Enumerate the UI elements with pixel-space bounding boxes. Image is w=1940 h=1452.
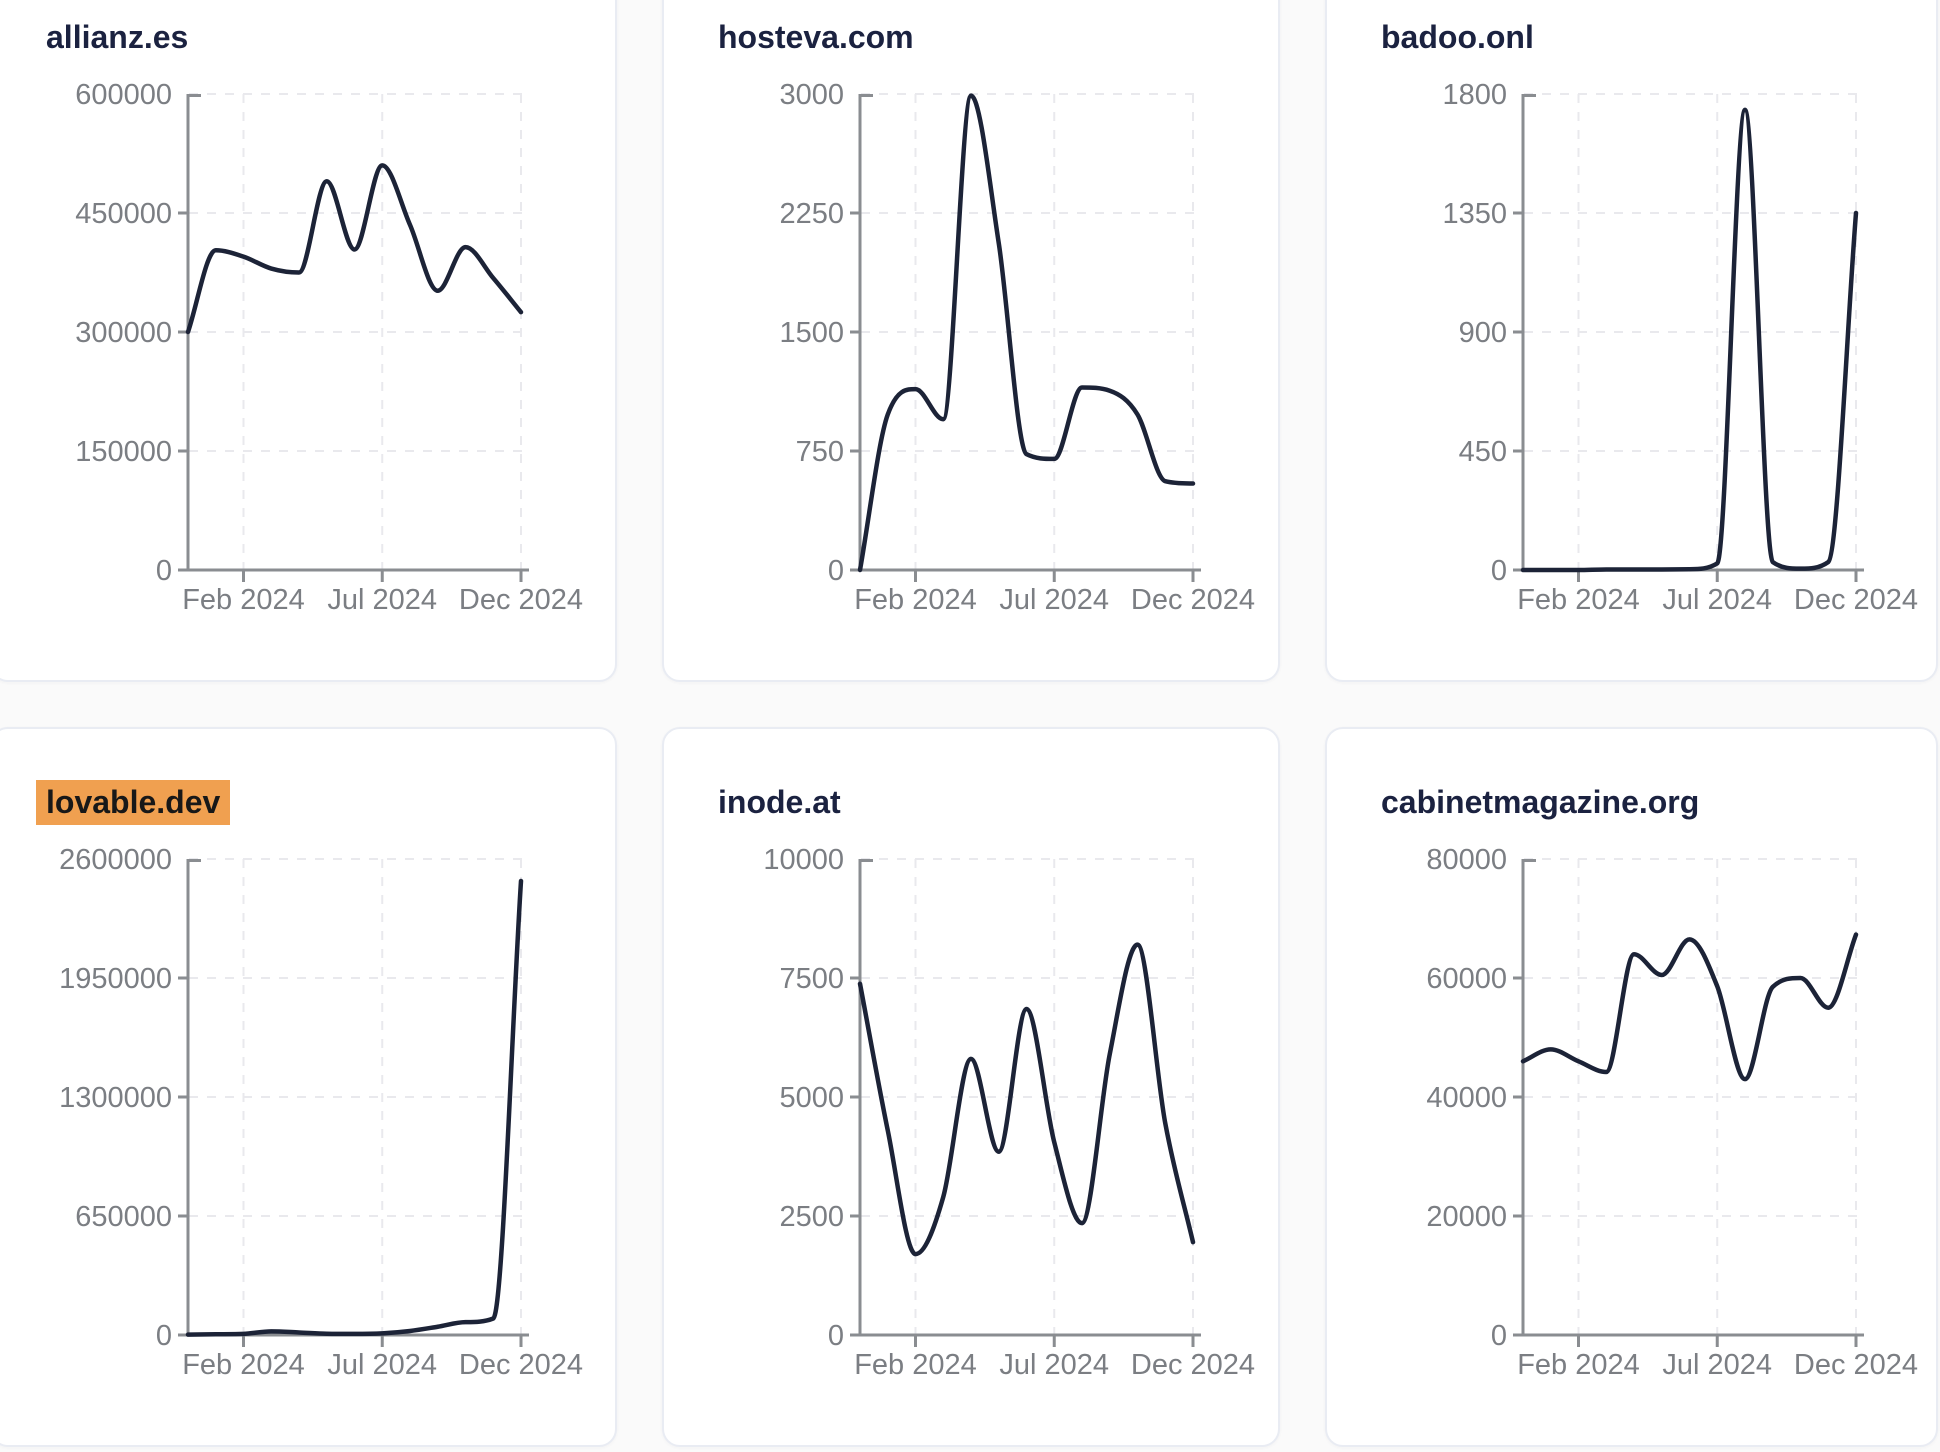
y-tick-label: 40000 bbox=[1426, 1082, 1507, 1114]
series-line bbox=[857, 93, 1196, 573]
x-tick-label: Dec 2024 bbox=[459, 584, 583, 616]
y-tick-label: 2250 bbox=[779, 198, 844, 230]
y-tick-label: 750 bbox=[796, 436, 844, 468]
y-tick-label: 1800 bbox=[1442, 79, 1507, 111]
y-tick-label: 60000 bbox=[1426, 963, 1507, 995]
y-tick-label: 150000 bbox=[75, 436, 172, 468]
chart-card-allianz.es: allianz.es 0 150000 300000 450000 600000 Feb 2… bbox=[0, 0, 617, 682]
chart-svg: 0 2500 5000 7500 10000 Feb 2024 Jul 2024 Dec 20… bbox=[763, 844, 1255, 1381]
x-tick-label: Dec 2024 bbox=[459, 1349, 583, 1381]
x-tick-label: Dec 2024 bbox=[1794, 1349, 1918, 1381]
x-tick-label: Dec 2024 bbox=[1131, 1349, 1255, 1381]
series-line bbox=[1520, 107, 1859, 573]
chart-title[interactable]: allianz.es bbox=[46, 19, 189, 55]
x-tick-label: Feb 2024 bbox=[182, 1349, 305, 1381]
chart-title[interactable]: cabinetmagazine.org bbox=[1381, 784, 1700, 820]
x-tick-label: Feb 2024 bbox=[1517, 584, 1640, 616]
y-tick-label: 80000 bbox=[1426, 844, 1507, 876]
y-tick-label: 2500 bbox=[779, 1201, 844, 1233]
y-tick-label: 1950000 bbox=[59, 963, 172, 995]
y-tick-label: 450000 bbox=[75, 198, 172, 230]
x-tick-label: Jul 2024 bbox=[1662, 584, 1772, 616]
y-tick-label: 10000 bbox=[763, 844, 844, 876]
y-tick-label: 5000 bbox=[779, 1082, 844, 1114]
y-tick-label: 1300000 bbox=[59, 1082, 172, 1114]
x-tick-label: Feb 2024 bbox=[1517, 1349, 1640, 1381]
x-tick-label: Jul 2024 bbox=[999, 584, 1109, 616]
y-tick-label: 650000 bbox=[75, 1201, 172, 1233]
y-tick-label: 0 bbox=[1491, 1320, 1507, 1352]
y-tick-label: 3000 bbox=[779, 79, 844, 111]
series-line bbox=[185, 878, 524, 1337]
x-tick-label: Jul 2024 bbox=[327, 1349, 437, 1381]
chart-title[interactable]: inode.at bbox=[718, 784, 841, 820]
y-tick-label: 7500 bbox=[779, 963, 844, 995]
y-tick-label: 1500 bbox=[779, 317, 844, 349]
chart-svg: 0 20000 40000 60000 80000 Feb 2024 Jul 2024 Dec… bbox=[1426, 844, 1918, 1381]
chart-svg: 0 450 900 1350 1800 Feb 2024 Jul 2024 Dec 2024 bbox=[1442, 79, 1918, 616]
y-tick-label: 2600000 bbox=[59, 844, 172, 876]
x-tick-label: Jul 2024 bbox=[327, 584, 437, 616]
chart-svg: 0 150000 300000 450000 600000 Feb 2024 Jul 202… bbox=[75, 79, 583, 616]
y-tick-label: 0 bbox=[828, 1320, 844, 1352]
chart-card-cabinetmagazine.org: cabinetmagazine.org 0 20000 40000 60000 80000… bbox=[1325, 727, 1938, 1447]
x-tick-label: Jul 2024 bbox=[999, 1349, 1109, 1381]
y-tick-label: 450 bbox=[1459, 436, 1507, 468]
series-line bbox=[185, 163, 524, 335]
x-tick-label: Feb 2024 bbox=[854, 584, 977, 616]
y-tick-label: 0 bbox=[828, 555, 844, 587]
title-highlight: lovable.dev bbox=[36, 780, 231, 825]
series-line bbox=[1520, 932, 1859, 1082]
y-tick-label: 900 bbox=[1459, 317, 1507, 349]
y-tick-label: 1350 bbox=[1442, 198, 1507, 230]
x-tick-label: Feb 2024 bbox=[854, 1349, 977, 1381]
chart-title[interactable]: lovable.dev bbox=[36, 780, 231, 825]
y-tick-label: 300000 bbox=[75, 317, 172, 349]
chart-card-inode.at: inode.at 0 2500 5000 7500 10000 Feb 2024 Jul 20… bbox=[662, 727, 1280, 1447]
x-tick-label: Feb 2024 bbox=[182, 584, 305, 616]
chart-svg: 0 750 1500 2250 3000 Feb 2024 Jul 2024 Dec 2024 bbox=[779, 79, 1255, 616]
chart-card-lovable.dev: lovable.dev 0 650000 1300000 1950000 2600000 F… bbox=[0, 727, 617, 1447]
chart-card-badoo.onl: badoo.onl 0 450 900 1350 1800 Feb 2024 Jul 2024… bbox=[1325, 0, 1938, 682]
y-tick-label: 0 bbox=[156, 1320, 172, 1352]
chart-title[interactable]: hosteva.com bbox=[718, 19, 914, 55]
series-line bbox=[857, 942, 1196, 1257]
y-tick-label: 0 bbox=[156, 555, 172, 587]
y-tick-label: 20000 bbox=[1426, 1201, 1507, 1233]
x-tick-label: Dec 2024 bbox=[1794, 584, 1918, 616]
y-tick-label: 0 bbox=[1491, 555, 1507, 587]
x-tick-label: Dec 2024 bbox=[1131, 584, 1255, 616]
chart-svg: 0 650000 1300000 1950000 2600000 Feb 2024 Jul … bbox=[59, 844, 583, 1381]
chart-card-hosteva.com: hosteva.com 0 750 1500 2250 3000 Feb 2024 Jul 2… bbox=[662, 0, 1280, 682]
y-tick-label: 600000 bbox=[75, 79, 172, 111]
x-tick-label: Jul 2024 bbox=[1662, 1349, 1772, 1381]
chart-title[interactable]: badoo.onl bbox=[1381, 19, 1534, 55]
